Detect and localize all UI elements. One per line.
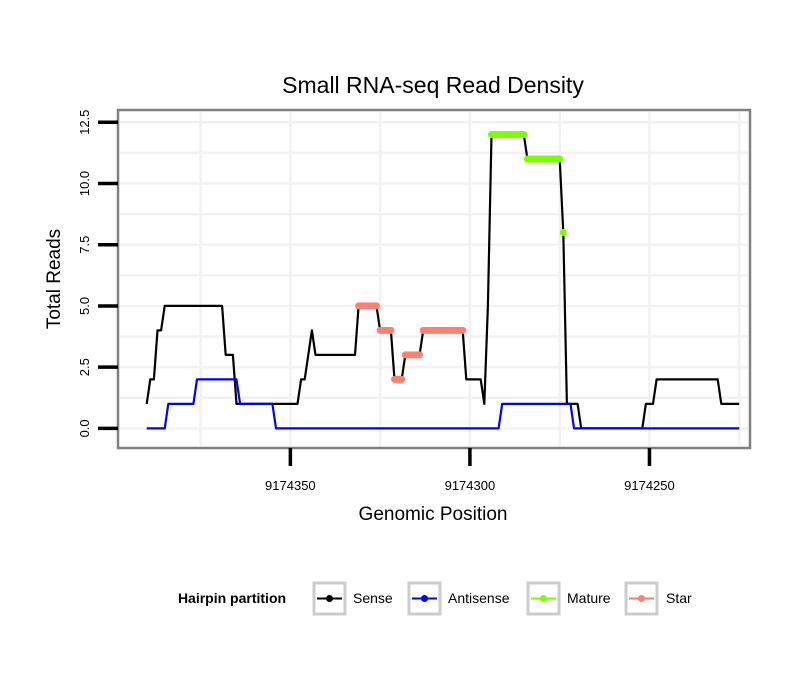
- legend-label-mature: Mature: [567, 590, 611, 606]
- x-axis-title: Genomic Position: [359, 504, 508, 525]
- legend-title: Hairpin partition: [178, 590, 286, 606]
- axes: 0.0 2.5 5.0 7.5 10.0 12.5 9174350 9174300 917425…: [77, 110, 675, 493]
- x-tick-label: 9174300: [445, 478, 496, 493]
- plot-panel: [116, 108, 752, 450]
- data-point-star: [459, 326, 467, 334]
- y-tick-label: 12.5: [77, 110, 92, 135]
- data-point-mature: [559, 229, 567, 236]
- legend-label-antisense: Antisense: [448, 590, 510, 606]
- chart-title: Small RNA-seq Read Density: [282, 72, 584, 98]
- data-points: [355, 131, 567, 383]
- data-point-star: [416, 351, 424, 359]
- data-point-mature: [520, 131, 528, 138]
- legend-label-sense: Sense: [353, 590, 393, 606]
- data-point-star: [398, 375, 406, 383]
- grid-lines: [120, 112, 748, 446]
- legend-marker-antisense: [421, 595, 428, 602]
- legend-marker-sense: [326, 595, 333, 602]
- y-axis-title: Total Reads: [44, 229, 65, 329]
- x-tick-label: 9174250: [624, 478, 675, 493]
- data-point-mature: [556, 155, 564, 163]
- y-tick-label: 0.0: [77, 419, 92, 437]
- y-tick-label: 2.5: [77, 358, 92, 376]
- legend-marker-mature: [540, 595, 547, 602]
- legend-label-star: Star: [666, 590, 692, 606]
- x-tick-label: 9174350: [265, 478, 316, 493]
- y-tick-label: 7.5: [77, 236, 92, 254]
- legend-marker-star: [638, 595, 645, 602]
- series-line-antisense: [146, 378, 740, 430]
- data-point-star: [373, 302, 380, 310]
- data-point-star: [387, 326, 395, 334]
- y-tick-label: 10.0: [77, 171, 92, 196]
- y-tick-label: 5.0: [77, 297, 92, 315]
- legend: Hairpin partition Sense Antisense Mature St…: [178, 581, 692, 616]
